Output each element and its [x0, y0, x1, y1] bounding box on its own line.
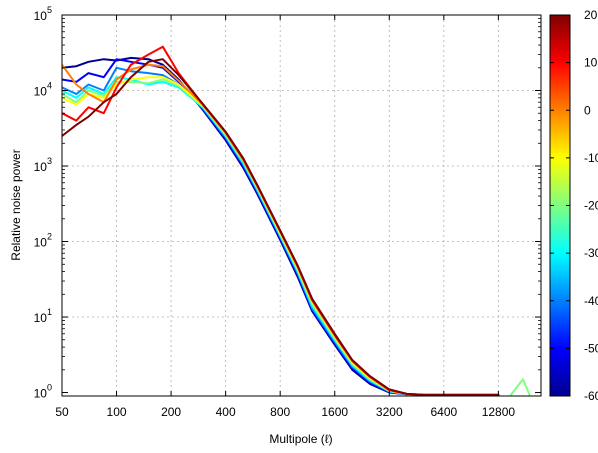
colorbar-tick-label: -10 — [584, 151, 598, 165]
x-tick-label: 100 — [107, 405, 127, 419]
series-group — [62, 45, 531, 396]
grid — [62, 15, 541, 396]
colorbar-tick-label: -20 — [584, 199, 598, 213]
x-tick-label: 800 — [270, 405, 290, 419]
x-tick-label: 200 — [161, 405, 181, 419]
series-line — [62, 58, 500, 396]
y-tick-label: 105 — [34, 5, 52, 23]
x-tick-label: 400 — [216, 405, 236, 419]
x-tick-label: 1600 — [321, 405, 348, 419]
y-axis-label: Relative noise power — [9, 149, 23, 260]
x-axis-label: Multipole (ℓ) — [269, 432, 332, 446]
colorbar-tick-label: -30 — [584, 246, 598, 260]
y-tick-label: 101 — [34, 307, 52, 325]
colorbar-tick-label: -50 — [584, 341, 598, 355]
colorbar-tick-label: 10 — [584, 56, 598, 70]
series-line — [62, 58, 500, 396]
colorbar-tick-label: -40 — [584, 294, 598, 308]
colorbar-tick-label: -60 — [584, 389, 598, 403]
y-tick-label: 103 — [34, 156, 52, 174]
series-bump — [509, 378, 531, 396]
y-tick-label: 102 — [34, 232, 52, 250]
y-tick-label: 104 — [34, 81, 52, 99]
y-axis-ticks: 100 101 102 103 104 105 — [34, 5, 541, 401]
colorbar-tick-label: 20 — [584, 8, 598, 22]
x-tick-label: 12800 — [482, 405, 516, 419]
colorbar-ticks: 20 10 0 -10 -20 -30 -40 -50 -60 — [550, 8, 598, 403]
x-tick-label: 50 — [55, 405, 69, 419]
y-tick-label: 100 — [34, 383, 52, 401]
x-tick-label: 6400 — [430, 405, 457, 419]
colorbar-tick-label: 0 — [584, 103, 591, 117]
x-axis-ticks: 50 100 200 400 800 1600 3200 6400 12800 — [55, 15, 515, 419]
x-tick-label: 3200 — [376, 405, 403, 419]
